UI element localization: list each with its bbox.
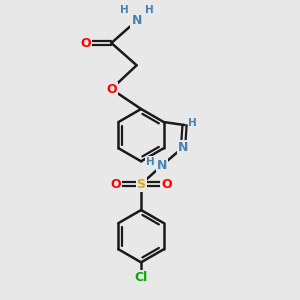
Text: O: O bbox=[161, 178, 172, 191]
Text: Cl: Cl bbox=[134, 271, 148, 284]
Text: H: H bbox=[146, 157, 155, 167]
Text: N: N bbox=[157, 159, 167, 172]
Text: H: H bbox=[120, 5, 128, 15]
Text: N: N bbox=[131, 14, 142, 27]
Text: O: O bbox=[106, 82, 117, 96]
Text: S: S bbox=[136, 178, 146, 191]
Text: O: O bbox=[110, 178, 121, 191]
Text: N: N bbox=[178, 141, 188, 154]
Text: H: H bbox=[145, 5, 154, 15]
Text: H: H bbox=[188, 118, 197, 128]
Text: O: O bbox=[80, 37, 91, 50]
